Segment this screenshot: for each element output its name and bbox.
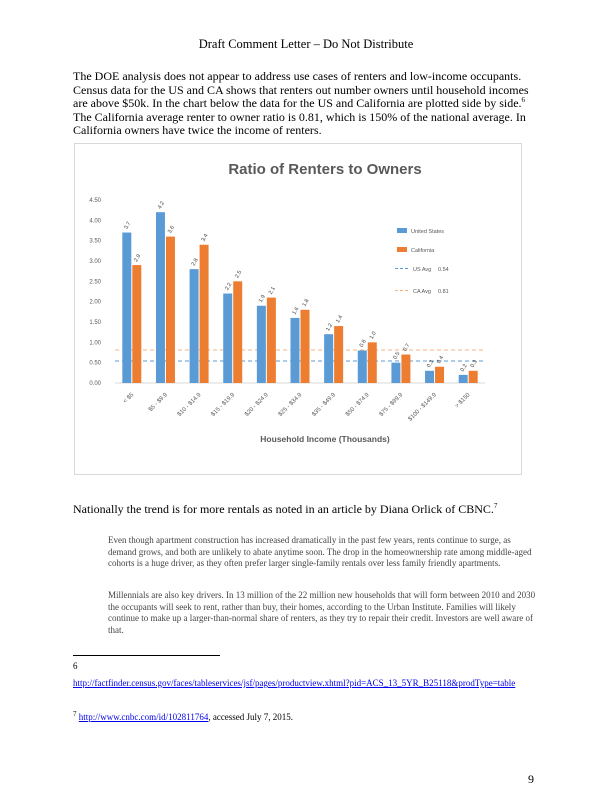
legend-swatch-us bbox=[397, 228, 407, 233]
data-label: 3.7 bbox=[123, 221, 132, 231]
intro-text-a: The DOE analysis does not appear to addr… bbox=[73, 69, 529, 111]
footnote-7-link[interactable]: http://www.cnbc.com/id/102811764 bbox=[78, 712, 209, 722]
x-tick-label: $35 - $49.9 bbox=[311, 392, 337, 418]
data-label: 1.4 bbox=[335, 314, 344, 324]
page-number: 9 bbox=[528, 772, 534, 786]
x-tick-label: $100 - $149.9 bbox=[408, 392, 439, 423]
footnote-ref-7[interactable]: 7 bbox=[493, 502, 498, 510]
footnote-ref-6[interactable]: 6 bbox=[521, 96, 526, 105]
bar-ca bbox=[233, 281, 243, 383]
trend-text: Nationally the trend is for more rentals… bbox=[73, 502, 494, 516]
x-tick-label: $20 - $24.9 bbox=[244, 392, 270, 418]
y-tick-label: 2.50 bbox=[89, 279, 101, 285]
x-tick-label: > $150 bbox=[454, 392, 472, 410]
data-label: 1.9 bbox=[258, 294, 267, 304]
bar-us bbox=[256, 305, 266, 383]
bar-ca bbox=[132, 265, 142, 383]
data-label: 0.3 bbox=[426, 359, 435, 369]
x-tick-label: $10 - $14.9 bbox=[177, 392, 203, 418]
y-tick-label: 1.00 bbox=[89, 340, 101, 346]
legend-swatch-ca bbox=[397, 247, 407, 252]
x-tick-label: $25 - $34.9 bbox=[278, 392, 304, 418]
footnote-6-link[interactable]: http://factfinder.census.gov/faces/table… bbox=[73, 678, 516, 688]
y-tick-label: 4.50 bbox=[89, 198, 101, 204]
data-label: 0.8 bbox=[359, 339, 368, 349]
chart-frame: Ratio of Renters to Owners 0.00 0.50 1.00 1.… bbox=[74, 143, 522, 475]
footnote-7: 7 http://www.cnbc.com/id/102811764, acce… bbox=[73, 710, 543, 723]
footnote-6-number: 6 bbox=[73, 661, 78, 671]
y-tick-label: 3.50 bbox=[89, 239, 101, 245]
data-label: 2.9 bbox=[133, 253, 142, 263]
y-tick-label: 0.00 bbox=[89, 381, 101, 387]
legend-label: US Avg bbox=[413, 267, 431, 273]
x-tick-label: $50 - $74.9 bbox=[345, 392, 371, 418]
data-label: 4.2 bbox=[157, 201, 166, 211]
bar-us bbox=[391, 362, 401, 383]
x-axis-title: Household Income (Thousands) bbox=[260, 434, 390, 444]
legend-value: 0.81 bbox=[438, 289, 449, 295]
x-tick-label: < $5 bbox=[123, 392, 136, 405]
data-label: 1.6 bbox=[292, 306, 301, 316]
data-label: 2.5 bbox=[234, 270, 243, 280]
bar-ca bbox=[367, 342, 377, 383]
bar-us bbox=[324, 334, 334, 383]
bar-ca bbox=[334, 326, 344, 383]
quote-paragraph-2: Millennials are also key drivers. In 13 … bbox=[108, 590, 536, 635]
intro-text-b: The California average renter to owner r… bbox=[73, 109, 526, 138]
trend-paragraph: Nationally the trend is for more rentals… bbox=[73, 502, 543, 517]
y-tick-label: 3.00 bbox=[89, 259, 101, 265]
footnote-7-number: 7 bbox=[73, 710, 77, 718]
legend-label: CA Avg bbox=[413, 289, 431, 295]
data-label: 3.4 bbox=[201, 233, 210, 243]
data-label: 0.4 bbox=[436, 355, 445, 365]
bar-ca bbox=[468, 370, 478, 383]
data-label: 0.3 bbox=[470, 359, 479, 369]
ratio-chart: Ratio of Renters to Owners 0.00 0.50 1.00 1.… bbox=[89, 161, 485, 444]
data-label: 0.7 bbox=[402, 343, 411, 353]
y-tick-label: 1.50 bbox=[89, 320, 101, 326]
y-tick-label: 0.50 bbox=[89, 361, 101, 367]
bar-us bbox=[425, 370, 435, 383]
bar-us bbox=[357, 350, 367, 383]
bar-us bbox=[290, 317, 300, 383]
bar-ca bbox=[199, 244, 209, 383]
x-tick-label: $5 - $9.9 bbox=[148, 392, 169, 413]
data-label: 1.8 bbox=[302, 298, 311, 308]
footnote-6: http://factfinder.census.gov/faces/table… bbox=[73, 678, 543, 689]
legend-value: 0.54 bbox=[438, 267, 449, 273]
bar-us bbox=[122, 232, 132, 383]
data-label: 2.8 bbox=[191, 258, 200, 268]
page-header: Draft Comment Letter – Do Not Distribute bbox=[198, 37, 414, 51]
legend-label: United States bbox=[411, 229, 444, 235]
data-label: 2.1 bbox=[268, 286, 277, 296]
data-label: 3.6 bbox=[167, 225, 176, 235]
bar-ca bbox=[401, 354, 411, 383]
x-tick-label: $15 - $19.9 bbox=[210, 392, 236, 418]
data-label: 1.2 bbox=[325, 323, 334, 333]
footnote-divider bbox=[73, 655, 220, 656]
bar-us bbox=[223, 293, 233, 383]
x-tick-label: $75 - $99.9 bbox=[379, 392, 405, 418]
quote-paragraph-1: Even though apartment construction has i… bbox=[108, 535, 532, 569]
y-tick-label: 4.00 bbox=[89, 218, 101, 224]
bar-ca bbox=[435, 366, 445, 383]
bar-ca bbox=[266, 297, 276, 383]
footnote-7-text: , accessed July 7, 2015. bbox=[208, 712, 294, 722]
bar-us bbox=[155, 212, 165, 383]
bar-ca bbox=[300, 309, 310, 383]
bar-ca bbox=[165, 236, 175, 383]
chart-title: Ratio of Renters to Owners bbox=[228, 161, 421, 178]
data-label: 0.2 bbox=[460, 363, 469, 373]
legend-label: California bbox=[411, 248, 435, 254]
intro-paragraph: The DOE analysis does not appear to addr… bbox=[73, 69, 543, 138]
y-tick-label: 2.00 bbox=[89, 300, 101, 306]
bar-us bbox=[189, 269, 199, 383]
data-label: 2.2 bbox=[224, 282, 233, 292]
bar-us bbox=[458, 374, 468, 383]
data-label: 1.0 bbox=[369, 331, 378, 341]
data-label: 0.5 bbox=[392, 351, 401, 361]
